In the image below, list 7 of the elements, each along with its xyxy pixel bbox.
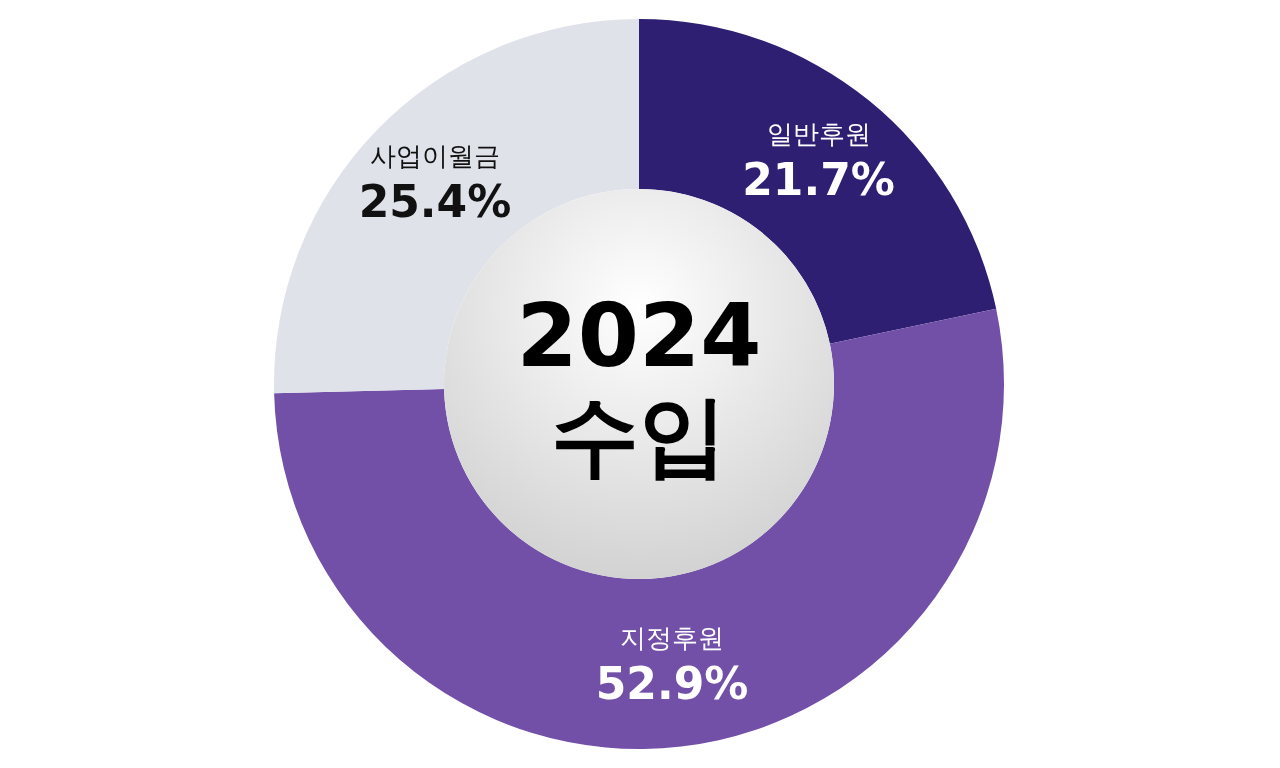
data-label: 52.9% [595, 658, 749, 710]
data-label: 21.7% [742, 153, 895, 205]
text: 2024 수입 [516, 284, 762, 487]
slice-label: 지정후원 [620, 623, 725, 654]
data-label: 25.4% [358, 176, 512, 228]
slice-label: 사업이월금 [369, 141, 500, 172]
slice-label: 일반후원 [766, 118, 871, 149]
